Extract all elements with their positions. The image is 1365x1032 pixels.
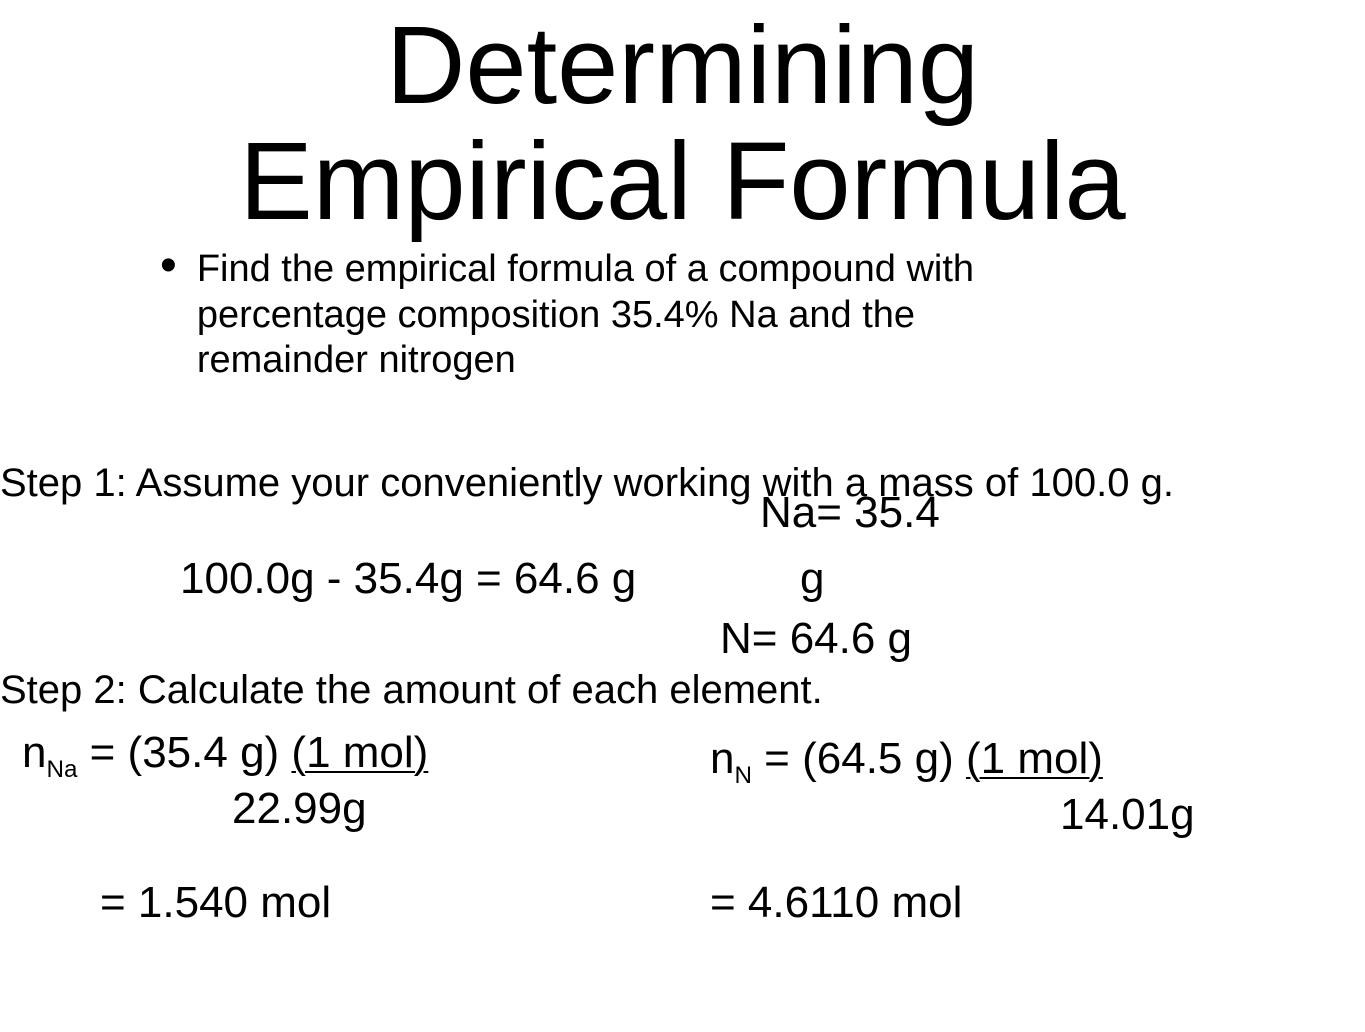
problem-line-2: percentage composition 35.4% Na and the — [197, 294, 915, 336]
n-mid: = (64.5 g) — [752, 734, 966, 783]
step-1: Step 1: Assume your conveniently working… — [0, 458, 1365, 508]
n-moles-calc: nN = (64.5 g) (1 mol) 14.01g — [710, 734, 1195, 840]
slide-title: Determining Empirical Formula — [0, 8, 1365, 239]
step-1-text: Step 1: Assume your conveniently working… — [0, 461, 1174, 505]
na-mid: = (35.4 g) — [77, 728, 291, 777]
problem-line-3: remainder nitrogen — [197, 339, 516, 381]
title-line-2: Empirical Formula — [239, 120, 1125, 243]
na-frac-denominator: 22.99g — [22, 784, 428, 835]
na-mass-unit: g — [800, 554, 824, 604]
na-mass-label: Na= 35.4 — [760, 488, 940, 538]
na-calc-top: nNa = (35.4 g) (1 mol) — [22, 728, 428, 784]
n-mass-label: N= 64.6 g — [720, 614, 912, 664]
problem-text: Find the empirical formula of a compound… — [197, 247, 974, 384]
na-n-symbol: n — [22, 728, 46, 777]
subtraction-equation: 100.0g - 35.4g = 64.6 g — [180, 554, 636, 604]
n-frac-denominator: 14.01g — [710, 790, 1195, 841]
n-frac-numerator: (1 mol) — [966, 734, 1103, 783]
bullet-dot: • — [160, 247, 177, 285]
problem-line-1: Find the empirical formula of a compound… — [197, 248, 974, 290]
na-moles-calc: nNa = (35.4 g) (1 mol) 22.99g — [22, 728, 428, 834]
problem-bullet: • Find the empirical formula of a compou… — [160, 247, 1365, 384]
n-calc-top: nN = (64.5 g) (1 mol) — [710, 734, 1195, 790]
title-line-1: Determining — [386, 4, 979, 127]
na-moles-result: = 1.540 mol — [100, 878, 331, 928]
na-subscript: Na — [46, 756, 77, 783]
step-2: Step 2: Calculate the amount of each ele… — [0, 668, 823, 713]
n-subscript: N — [734, 762, 751, 789]
na-frac-numerator: (1 mol) — [291, 728, 428, 777]
n-moles-result: = 4.6110 mol — [710, 878, 962, 928]
n-n-symbol: n — [710, 734, 734, 783]
